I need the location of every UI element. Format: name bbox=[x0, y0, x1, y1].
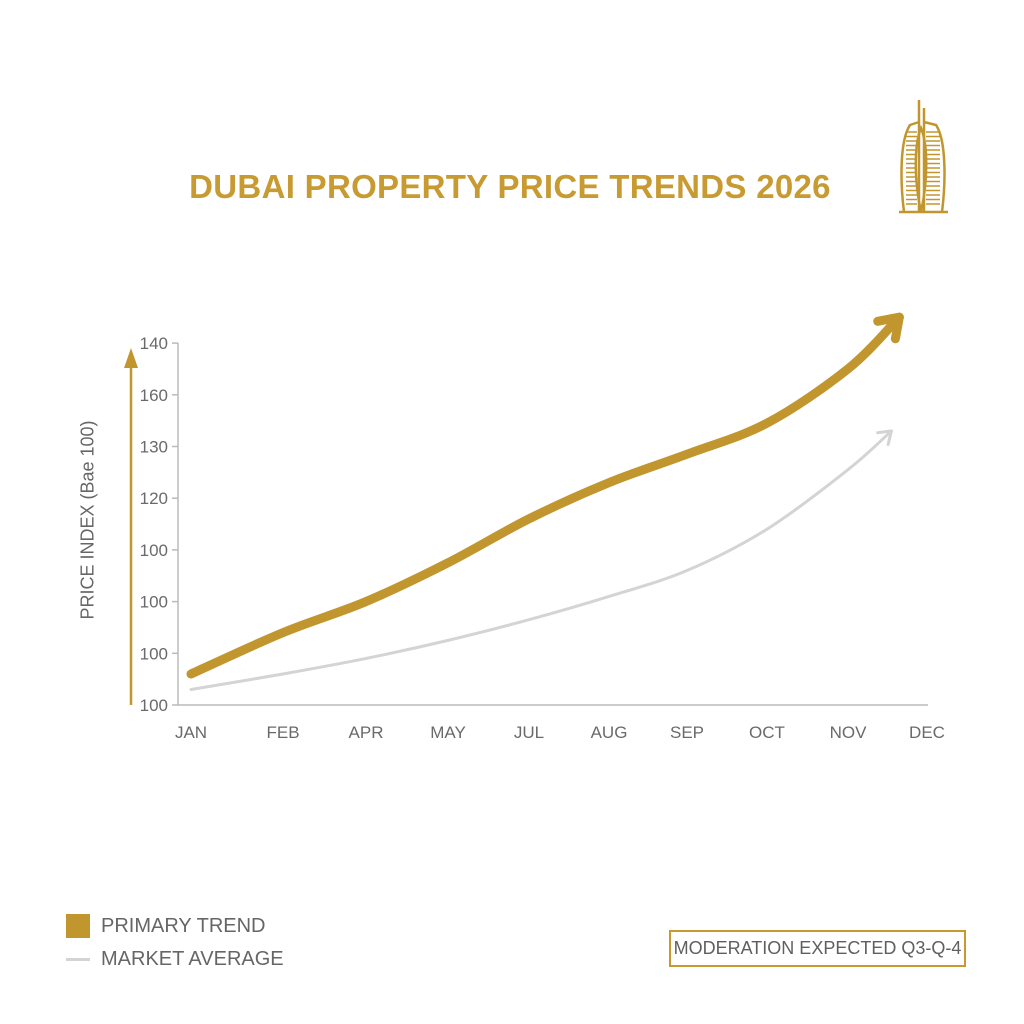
x-tick-label-oct: OCT bbox=[749, 723, 785, 742]
x-tick-label-jul: JUL bbox=[514, 723, 544, 742]
series-arrowhead-market-average bbox=[876, 429, 893, 447]
annotation-text: MODERATION EXPECTED Q3-Q-4 bbox=[673, 938, 962, 958]
x-tick-label-nov: NOV bbox=[830, 723, 868, 742]
y-axis-arrow-head bbox=[124, 348, 138, 368]
burj-al-arab-icon bbox=[899, 100, 948, 214]
y-tick-label: 130 bbox=[140, 438, 168, 457]
legend-primary: PRIMARY TREND bbox=[66, 914, 265, 938]
legend-market: MARKET AVERAGE bbox=[66, 948, 284, 971]
series-line-market-average bbox=[189, 429, 893, 691]
x-tick-label-may: MAY bbox=[430, 723, 466, 742]
x-tick-label-dec: DEC bbox=[909, 723, 945, 742]
y-tick-label: 160 bbox=[140, 386, 168, 405]
x-tick-label-aug: AUG bbox=[591, 723, 628, 742]
y-axis-label: PRICE INDEX (Bae 100) bbox=[77, 420, 98, 620]
y-tick-label: 100 bbox=[140, 593, 168, 612]
legend-primary-swatch bbox=[66, 914, 90, 938]
y-tick-label: 120 bbox=[140, 489, 168, 508]
series-arrowhead-primary-trend bbox=[873, 312, 904, 344]
chart-title: DUBAI PROPERTY PRICE TRENDS 2026 bbox=[0, 168, 1024, 206]
y-tick-label: 100 bbox=[140, 696, 168, 715]
y-tick-label: 100 bbox=[140, 644, 168, 663]
series-line-primary-trend bbox=[186, 312, 904, 679]
x-tick-label-sep: SEP bbox=[670, 723, 704, 742]
legend-market-swatch bbox=[66, 958, 90, 961]
y-tick-label: 140 bbox=[140, 334, 168, 353]
y-tick-label: 100 bbox=[140, 541, 168, 560]
x-tick-label-feb: FEB bbox=[266, 723, 299, 742]
x-tick-label-apr: APR bbox=[349, 723, 384, 742]
chart-title-text: DUBAI PROPERTY PRICE TRENDS 2026 bbox=[189, 168, 831, 205]
legend-market-label: MARKET AVERAGE bbox=[101, 948, 284, 970]
legend-primary-label: PRIMARY TREND bbox=[101, 914, 266, 937]
annotation-box: MODERATION EXPECTED Q3-Q-4 bbox=[669, 930, 966, 967]
x-tick-label-jan: JAN bbox=[175, 723, 207, 742]
